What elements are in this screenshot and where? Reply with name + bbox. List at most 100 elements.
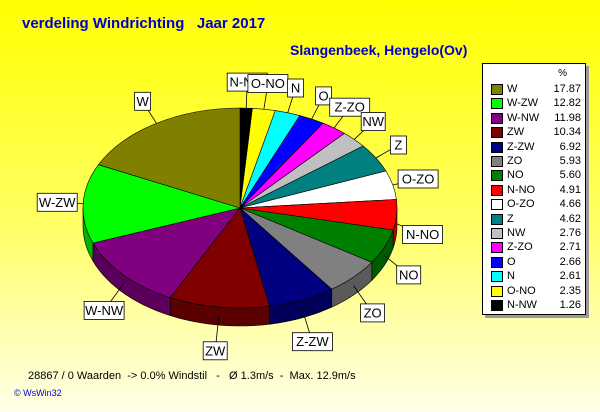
legend-swatch: [491, 84, 503, 95]
legend-label: Z: [507, 212, 514, 225]
brand-credit: © WsWin32: [14, 388, 62, 398]
slice-label-w: W: [136, 94, 149, 109]
slice-label-box-n: [287, 78, 305, 98]
slice-label-box-o-zo: [397, 169, 439, 189]
slice-label-w-zw: W-ZW: [39, 195, 76, 210]
legend-swatch: [491, 213, 503, 225]
legend-label: W-ZW: [507, 97, 538, 110]
legend-value: 10.34: [553, 126, 581, 139]
slice-label-zw: ZW: [205, 343, 226, 358]
legend-swatch: [491, 98, 503, 110]
slice-label-w-nw: W-NW: [85, 303, 124, 318]
legend-value: 11.98: [554, 111, 581, 124]
legend-swatch: [491, 141, 503, 153]
legend-label: O-ZO: [507, 198, 535, 211]
slice-label-z-zo: Z-ZO: [335, 100, 365, 115]
legend-label: N-NW: [507, 299, 537, 311]
legend-value: 2.35: [559, 284, 581, 297]
pie-slice-w: [97, 107, 241, 209]
slice-label-box-n-no: [402, 225, 444, 245]
slice-label-box-no: [396, 265, 422, 285]
slice-label-box-w-zw: [36, 192, 78, 212]
slice-label-z-zw: Z-ZW: [296, 334, 329, 349]
chart-subtitle: Slangenbeek, Hengelo(Ov): [290, 42, 468, 58]
legend-item-n: N 2.61: [491, 269, 581, 283]
slice-label-nw: NW: [362, 114, 384, 129]
slice-label-box-z: [389, 135, 407, 155]
slice-label-box-o: [315, 86, 333, 106]
pie-slice-zw: [169, 207, 270, 309]
legend-swatch: [491, 184, 503, 196]
legend-label: Z-ZO: [507, 241, 533, 254]
chart-legend: % W 17.87 W-ZW 12.82 W-NW 11.98 ZW 10.34 Z-ZW 6.9…: [482, 63, 586, 315]
legend-label: ZW: [507, 126, 525, 139]
legend-item-o: O 2.66: [491, 255, 581, 269]
slice-label-box-zo: [360, 303, 386, 323]
legend-value: 5.60: [559, 169, 581, 182]
legend-swatch: [491, 112, 503, 124]
legend-label: W-NW: [507, 111, 540, 124]
legend-item-w-nw: W-NW 11.98: [491, 111, 581, 125]
legend-item-n-nw: N-NW 1.26: [491, 298, 581, 312]
legend-item-n-no: N-NO 4.91: [491, 183, 581, 197]
pie-slice-w-nw: [92, 207, 241, 298]
slice-label-box-z-zo: [329, 97, 371, 117]
slice-label-n: N: [291, 81, 300, 96]
slice-label-n-no: N-NO: [406, 227, 439, 242]
slice-label-box-zw: [202, 341, 228, 361]
slice-label-o: O: [319, 88, 329, 103]
legend-item-zw: ZW 10.34: [491, 125, 581, 139]
legend-item-no: NO 5.60: [491, 168, 581, 182]
legend-value: 2.61: [559, 270, 581, 283]
legend-label: Z-ZW: [507, 140, 535, 153]
slice-label-zo: ZO: [364, 305, 382, 320]
slice-label-o-no: O-NO: [251, 76, 285, 91]
legend-label: ZO: [507, 155, 523, 167]
legend-swatch: [491, 199, 503, 211]
legend-item-zo: ZO 5.93: [491, 154, 581, 168]
legend-label: O-NO: [507, 284, 536, 297]
legend-swatch: [491, 170, 503, 182]
legend-swatch: [491, 271, 503, 283]
legend-value: 2.71: [559, 241, 581, 254]
legend-value: 5.93: [559, 155, 581, 167]
legend-value: 2.76: [559, 227, 581, 239]
legend-swatch: [491, 127, 503, 139]
legend-label: O: [507, 255, 516, 268]
legend-value: 17.87: [553, 83, 581, 95]
legend-item-z-zw: Z-ZW 6.92: [491, 140, 581, 154]
legend-value: 2.66: [559, 255, 581, 268]
slice-label-z: Z: [394, 138, 402, 153]
slice-label-box-z-zw: [291, 332, 333, 352]
legend-value: 12.82: [553, 97, 581, 110]
chart-title: verdeling Windrichting Jaar 2017: [22, 15, 266, 32]
legend-value: 4.66: [559, 198, 581, 211]
legend-label: NO: [507, 169, 524, 182]
pie-slice-w-zw: [82, 164, 242, 244]
legend-item-o-zo: O-ZO 4.66: [491, 197, 581, 211]
legend-swatch: [491, 256, 503, 268]
legend-value: 4.91: [559, 183, 581, 196]
legend-value: 6.92: [559, 140, 581, 153]
legend-label: W: [507, 83, 518, 95]
legend-swatch: [491, 285, 503, 297]
legend-item-z-zo: Z-ZO 2.71: [491, 240, 581, 254]
stats-footer: 28867 / 0 Waarden -> 0.0% Windstil - Ø 1…: [28, 370, 356, 382]
legend-swatch: [491, 156, 503, 167]
slice-label-box-w-nw: [83, 300, 125, 320]
legend-item-o-no: O-NO 2.35: [491, 284, 581, 298]
legend-swatch: [491, 300, 503, 311]
legend-header: %: [558, 68, 567, 79]
legend-swatch: [491, 242, 503, 254]
slice-label-o-zo: O-ZO: [402, 172, 435, 187]
slice-label-box-w: [134, 91, 152, 111]
legend-item-w-zw: W-ZW 12.82: [491, 96, 581, 110]
legend-item-w: W 17.87: [491, 82, 581, 96]
legend-label: NW: [507, 227, 526, 239]
legend-swatch: [491, 228, 503, 239]
legend-value: 4.62: [559, 212, 581, 225]
slice-label-no: NO: [399, 267, 419, 282]
legend-label: N: [507, 270, 515, 283]
legend-value: 1.26: [559, 299, 581, 311]
